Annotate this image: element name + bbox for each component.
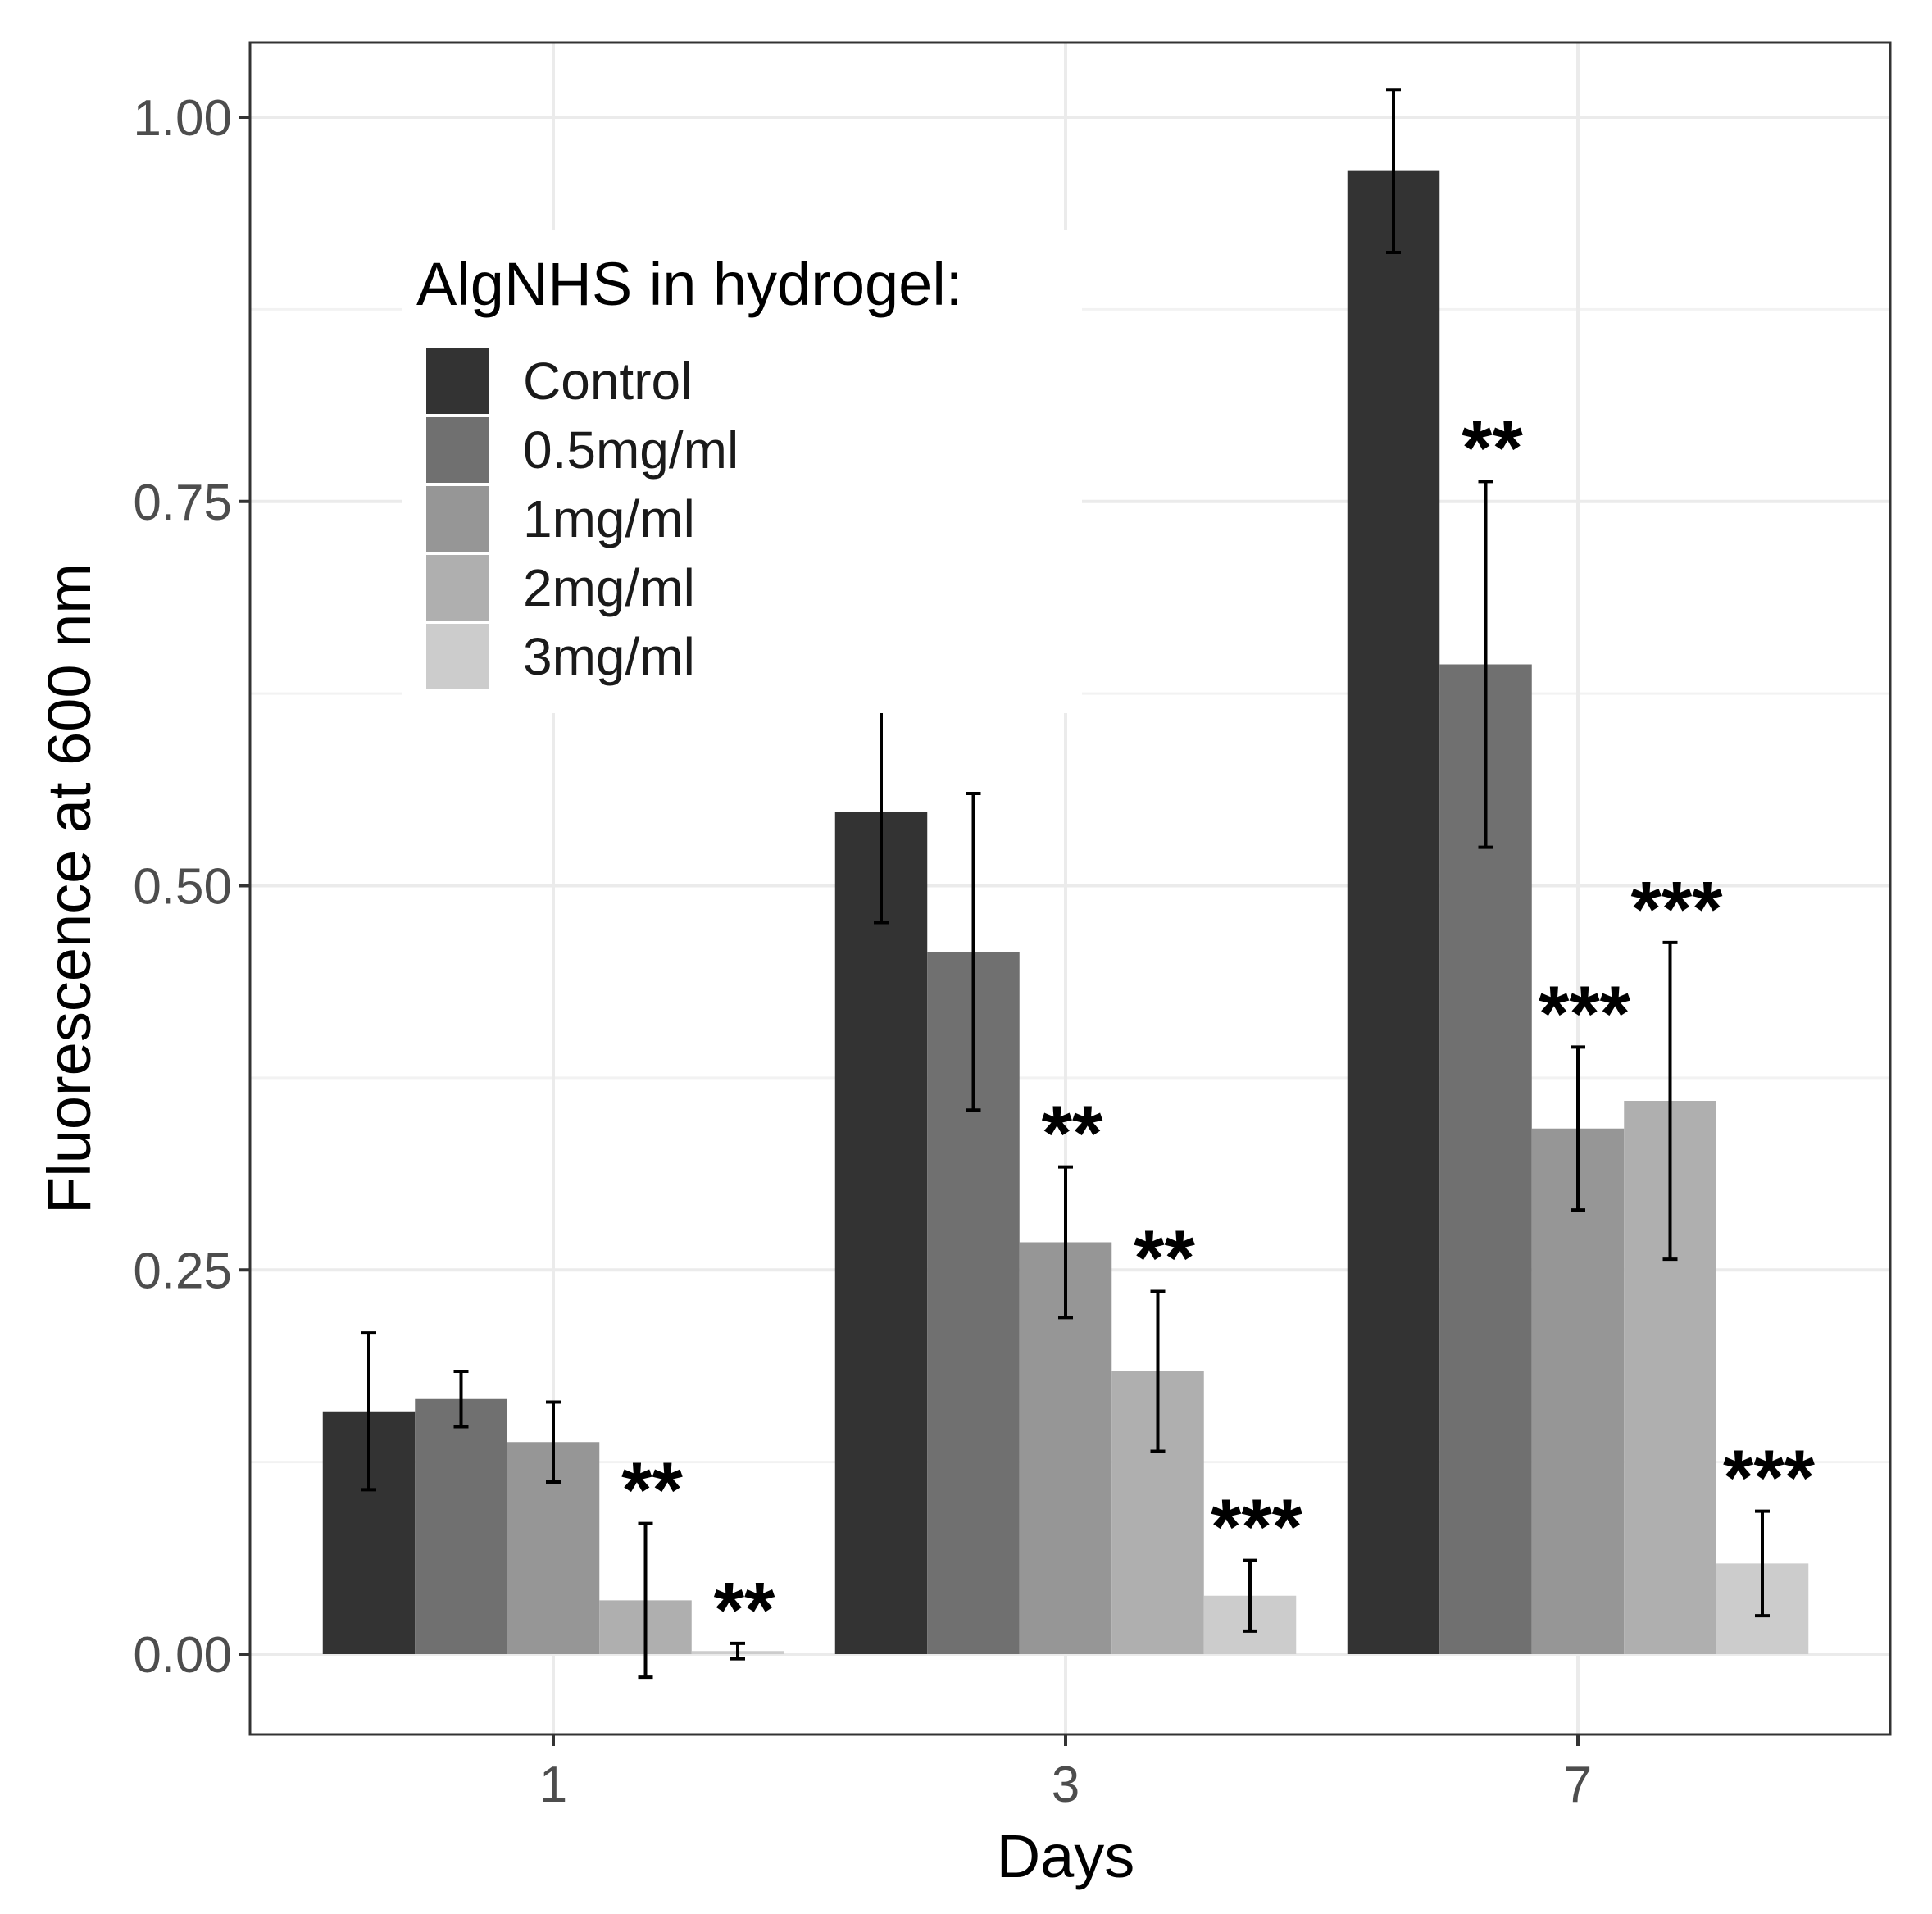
x-tick-label-1: 3 <box>1052 1757 1080 1813</box>
legend-label-2: 1mg/ml <box>523 489 695 548</box>
significance-label-day7-series2: *** <box>1539 970 1631 1057</box>
legend-label-1: 0.5mg/ml <box>523 421 739 480</box>
x-axis-ticks: 1 3 7 <box>539 1734 1592 1813</box>
significance-label-day3-series4: *** <box>1211 1484 1303 1571</box>
legend-title: AlgNHS in hydrogel: <box>416 250 962 318</box>
significance-label-day7-series1: ** <box>1462 404 1523 492</box>
x-tick-label-0: 1 <box>539 1757 567 1813</box>
bars <box>322 170 1809 1654</box>
panel-border <box>248 41 1892 1736</box>
legend-key-3 <box>426 555 489 621</box>
y-tick-label-2: 0.50 <box>133 859 232 916</box>
significance-label-day7-series3: *** <box>1630 866 1723 953</box>
significance-label-day7-series4: *** <box>1723 1434 1816 1522</box>
x-axis-title: Days <box>997 1822 1135 1890</box>
significance-label-day1-series3: ** <box>621 1447 683 1534</box>
x-tick-label-2: 7 <box>1564 1757 1592 1813</box>
y-tick-label-0: 0.00 <box>133 1627 232 1684</box>
significance-label-day3-series3: ** <box>1134 1215 1195 1303</box>
y-axis-title: Fluorescence at 600 nm <box>35 563 103 1214</box>
y-tick-label-4: 1.00 <box>133 90 232 147</box>
legend-label-4: 3mg/ml <box>523 627 695 686</box>
y-axis-ticks: 0.00 0.25 0.50 0.75 1.00 <box>133 90 250 1684</box>
y-tick-label-3: 0.75 <box>133 475 232 531</box>
legend: AlgNHS in hydrogel: Control 0.5mg/ml 1mg/m… <box>416 250 962 689</box>
bar-day1-series1 <box>415 1398 507 1654</box>
legend-key-4 <box>426 624 489 689</box>
significance-label-day3-series2: ** <box>1042 1090 1103 1178</box>
legend-key-0 <box>426 348 489 414</box>
bar-day3-series0 <box>834 812 928 1654</box>
error-bars <box>361 88 1770 1680</box>
y-tick-label-1: 0.25 <box>133 1243 232 1299</box>
bar-day7-series2 <box>1531 1128 1625 1654</box>
significance-labels: ********************** <box>621 404 1816 1654</box>
legend-label-0: Control <box>523 352 692 411</box>
legend-key-2 <box>426 486 489 552</box>
significance-label-day1-series4: ** <box>714 1566 775 1654</box>
legend-background <box>402 230 1082 713</box>
legend-key-1 <box>426 417 489 483</box>
bar-day7-series0 <box>1347 170 1440 1654</box>
legend-label-3: 2mg/ml <box>523 558 695 617</box>
